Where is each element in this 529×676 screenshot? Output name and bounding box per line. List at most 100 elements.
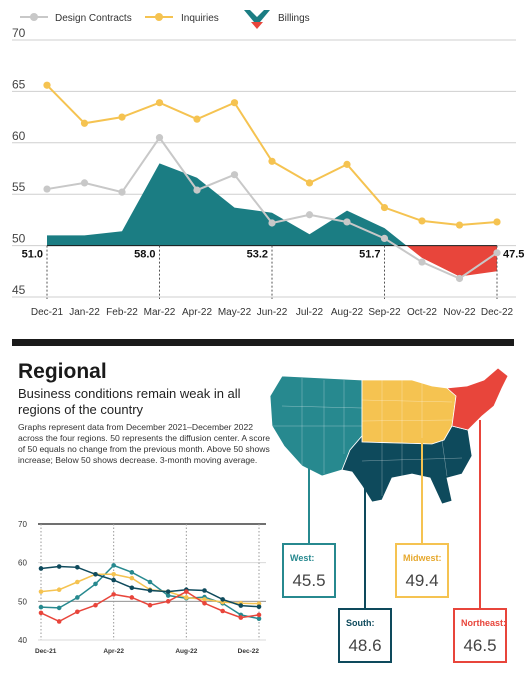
point-south	[202, 588, 207, 593]
x-tick-label: Oct-22	[407, 307, 437, 318]
point-west	[165, 593, 171, 598]
point-midwest	[56, 587, 62, 593]
west-callout: West: 45.5	[282, 543, 336, 598]
regional-title: Regional	[18, 360, 107, 383]
y-tick-label: 40	[18, 636, 27, 645]
point-south	[129, 585, 135, 591]
legend-swatch-billings	[244, 10, 270, 22]
us-regions-map	[269, 367, 509, 505]
midwest-leader-line	[421, 438, 423, 543]
midwest-label: Midwest:	[403, 553, 442, 563]
x-tick-label: Sep-22	[368, 307, 401, 318]
x-tick-label: Apr-22	[182, 307, 212, 318]
x-tick-label: Nov-22	[443, 307, 476, 318]
data-label-sep-22: 51.7	[359, 249, 380, 261]
point-inquiries	[268, 157, 276, 165]
y-tick-label: 55	[12, 180, 26, 194]
point-inquiries	[305, 179, 314, 187]
point-inquiries	[43, 81, 51, 89]
map-region-south	[341, 425, 473, 505]
legend-swatch-billings-below	[251, 22, 263, 29]
point-inquiries	[418, 217, 426, 225]
point-west	[256, 616, 262, 622]
y-tick-label: 70	[12, 26, 26, 40]
point-south	[38, 566, 44, 571]
x-tick-label: Jun-22	[257, 307, 288, 318]
regional-chart: 40 50 60 70 Dec-21 Apr-22 Aug-22 Dec-22	[18, 520, 266, 655]
point-design-contracts	[155, 134, 164, 142]
point-south	[165, 589, 171, 594]
y-tick-label: 70	[18, 520, 27, 529]
legend-label-billings: Billings	[278, 13, 310, 24]
south-leader-line	[364, 480, 366, 608]
section-divider	[12, 339, 514, 346]
point-west	[111, 563, 116, 568]
west-label: West:	[290, 553, 315, 563]
data-label-dec-21: 51.0	[22, 249, 43, 261]
midwest-value: 49.4	[405, 571, 439, 590]
point-midwest	[75, 579, 80, 585]
map-region-northeast	[446, 367, 509, 431]
data-label-mar-22: 58.0	[134, 249, 155, 261]
point-northeast	[256, 612, 262, 618]
point-design-contracts	[305, 211, 314, 219]
point-inquiries	[455, 221, 464, 229]
point-design-contracts	[193, 186, 201, 194]
point-south	[56, 564, 62, 569]
point-south	[111, 577, 116, 583]
point-west	[93, 581, 98, 587]
point-inquiries	[380, 203, 389, 212]
point-design-contracts	[380, 234, 389, 243]
point-northeast	[56, 619, 62, 624]
point-northeast	[165, 599, 171, 604]
south-label: South:	[346, 618, 375, 628]
point-inquiries	[118, 113, 126, 121]
point-midwest	[184, 595, 189, 600]
x-tick-label: Dec-22	[481, 307, 514, 318]
regional-note: Graphs represent data from December 2021…	[18, 422, 271, 465]
billings-area-below-50	[47, 245, 497, 277]
point-inquiries	[155, 99, 164, 107]
state-borders	[272, 378, 463, 496]
point-south	[147, 588, 153, 593]
x-tick-label: Feb-22	[106, 307, 138, 318]
point-midwest	[129, 575, 135, 581]
point-inquiries	[493, 218, 501, 226]
point-south	[75, 565, 80, 570]
x-tick-label: Dec-21	[31, 307, 64, 318]
northeast-callout: Northeast: 46.5	[453, 608, 507, 663]
south-value: 48.6	[348, 636, 382, 655]
point-design-contracts	[118, 188, 126, 196]
y-tick-label: 50	[18, 597, 27, 606]
data-label-dec-22: 47.5	[503, 249, 524, 261]
point-northeast	[129, 595, 135, 600]
y-tick-label: 65	[12, 77, 26, 91]
point-design-contracts	[493, 249, 501, 257]
point-design-contracts	[43, 185, 51, 193]
map-region-midwest	[361, 379, 457, 445]
legend-label-design-contracts: Design Contracts	[55, 13, 132, 24]
x-tick-label: Jul-22	[296, 307, 324, 318]
point-northeast	[147, 602, 153, 608]
y-tick-label: 50	[12, 232, 26, 246]
point-design-contracts	[455, 274, 464, 283]
y-tick-label: 60	[12, 129, 26, 143]
point-northeast	[75, 609, 80, 615]
west-leader-line	[308, 466, 310, 543]
point-inquiries	[80, 119, 89, 127]
point-inquiries	[193, 115, 201, 123]
point-west	[38, 604, 44, 610]
point-design-contracts	[230, 171, 239, 179]
midwest-callout: Midwest: 49.4	[395, 543, 449, 598]
regional-subtitle: Business conditions remain weak in all r…	[18, 386, 241, 417]
series-line-south	[40, 565, 260, 608]
point-northeast	[220, 608, 225, 614]
point-west	[147, 579, 153, 585]
point-west	[75, 595, 80, 600]
point-inquiries	[230, 99, 239, 107]
point-midwest	[38, 589, 44, 594]
x-tick-label: Apr-22	[103, 648, 124, 655]
x-tick-label: Mar-22	[144, 307, 176, 318]
point-design-contracts	[268, 219, 276, 227]
point-northeast	[184, 589, 189, 594]
